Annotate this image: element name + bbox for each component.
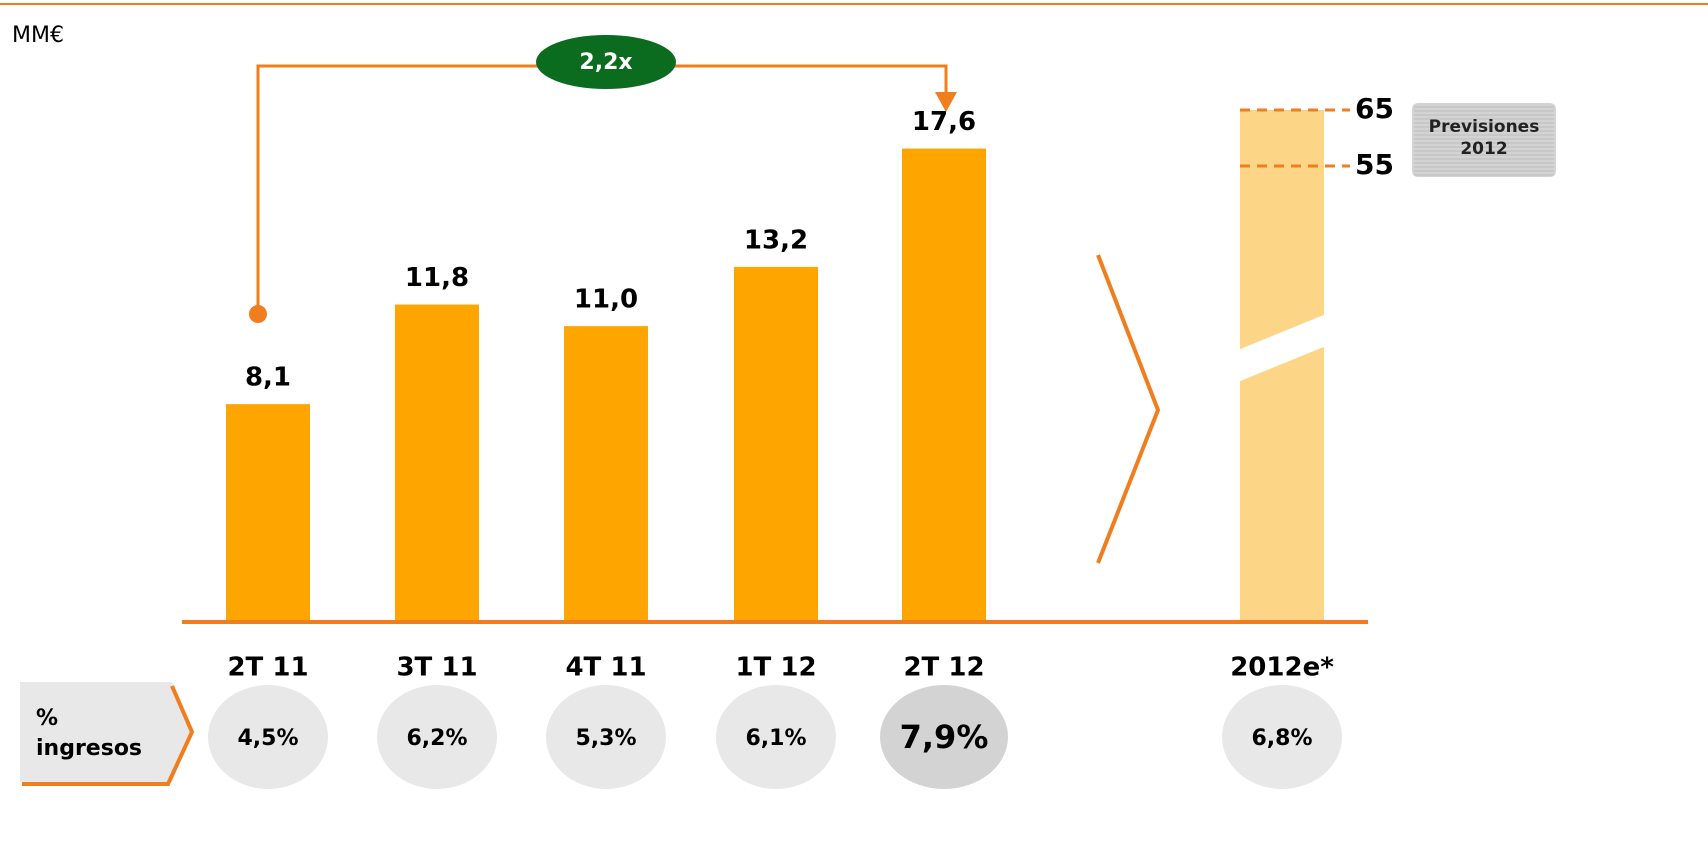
bar <box>902 148 986 622</box>
category-label: 3T 11 <box>396 653 477 683</box>
row-label-edge <box>22 685 195 786</box>
growth-bracket <box>256 64 948 314</box>
growth-badge <box>536 35 676 89</box>
note: Previsiones 2012 <box>1428 117 1540 159</box>
range-label: 65 <box>1355 92 1394 125</box>
category-label: 4T 11 <box>565 653 646 683</box>
axis-break <box>1238 314 1326 382</box>
unit: MM€ <box>12 23 64 48</box>
row-label-box <box>20 682 192 782</box>
category-label: 1T 12 <box>735 653 816 683</box>
bar <box>395 304 479 622</box>
percentage-label: 6,1% <box>745 726 806 751</box>
category-label: 2T 12 <box>903 653 984 683</box>
value-label: 17,6 <box>912 107 976 137</box>
percentage-label: 5,3% <box>575 726 636 751</box>
percentage-label: 6,8% <box>1251 726 1312 751</box>
value-label: 13,2 <box>744 225 808 255</box>
bar <box>226 404 310 622</box>
row-label: % ingresos <box>36 706 143 761</box>
growth-label: 2,2x <box>579 50 632 75</box>
growth-dot <box>249 305 267 323</box>
range-label: 55 <box>1355 148 1394 181</box>
growth-arrow <box>935 92 957 112</box>
percentage-badge <box>1222 685 1342 789</box>
percentage-label: 6,2% <box>406 726 467 751</box>
percentage-badge <box>880 685 1008 789</box>
percentage-badge <box>716 685 836 789</box>
percentage-badge <box>377 685 497 789</box>
percentage-badge <box>208 685 328 789</box>
chevron <box>1096 254 1161 564</box>
value-label: 11,8 <box>405 263 469 293</box>
bar <box>734 266 818 622</box>
category-label: 2012e* <box>1230 653 1334 683</box>
value-label: 11,0 <box>574 285 638 315</box>
category-label: 2T 11 <box>227 653 308 683</box>
percentage-badge <box>546 685 666 789</box>
bar <box>564 326 648 622</box>
percentage-label: 4,5% <box>237 726 298 751</box>
percentage-label: 7,9% <box>900 718 989 756</box>
value-label: 8,1 <box>245 363 291 393</box>
